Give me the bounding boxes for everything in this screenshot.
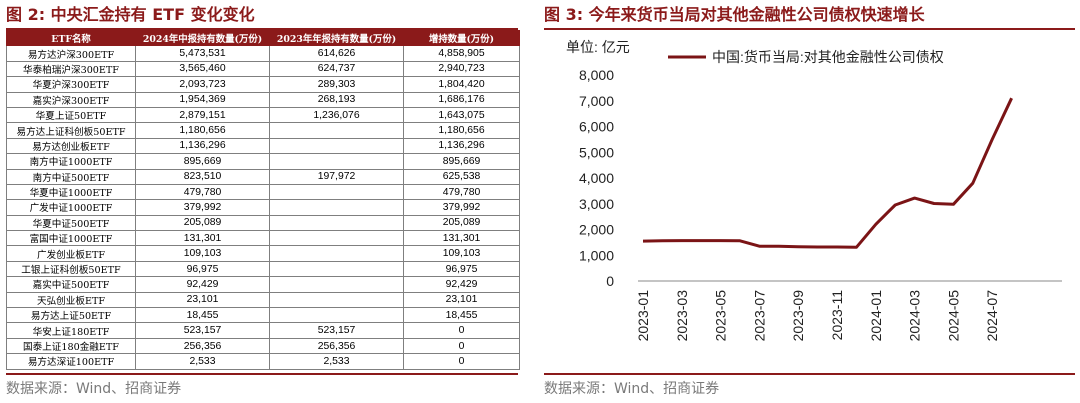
x-tick-label: 2023-09 bbox=[790, 290, 806, 342]
table-row: 华安上证180ETF 523,157 523,157 0 bbox=[6, 322, 520, 339]
left-source-note: 数据来源：Wind、招商证券 bbox=[6, 381, 182, 397]
right-source-note: 数据来源：Wind、招商证券 bbox=[544, 381, 720, 397]
y-axis: 0 1,000 2,000 3,000 4,000 5,000 6,000 7,000 8,00… bbox=[579, 67, 614, 289]
chart-unit-label: 单位: 亿元 bbox=[566, 39, 630, 55]
cell-2023-holdings: 289,303 bbox=[269, 76, 404, 93]
cell-increase: 0 bbox=[403, 322, 520, 339]
table-row: 嘉实沪深300ETF 1,954,369 268,193 1,686,176 bbox=[6, 91, 520, 108]
header-2024-holdings: 2024年中报持有数量(万份) bbox=[135, 29, 270, 47]
x-tick-label: 2023-07 bbox=[751, 290, 767, 342]
y-tick-label: 8,000 bbox=[579, 67, 614, 83]
cell-increase: 18,455 bbox=[403, 307, 520, 324]
table-row: 嘉实中证500ETF 92,429 92,429 bbox=[6, 276, 520, 293]
cell-increase: 23,101 bbox=[403, 291, 520, 309]
cell-2024-holdings: 256,356 bbox=[135, 337, 270, 355]
y-tick-label: 1,000 bbox=[579, 247, 614, 263]
left-figure-title: 图 2: 中央汇金持有 ETF 变化变化 bbox=[6, 5, 255, 24]
x-axis: 2023-01 2023-03 2023-05 2023-07 2023-09 2023-… bbox=[635, 290, 1000, 342]
cell-2024-holdings: 109,103 bbox=[135, 245, 270, 262]
y-tick-label: 5,000 bbox=[579, 144, 614, 160]
series-line-claims bbox=[642, 97, 1013, 249]
cell-2023-holdings: 2,533 bbox=[269, 353, 404, 370]
table-row: 天弘创业板ETF 23,101 23,101 bbox=[6, 291, 520, 309]
cell-etf-name: 易方达上证50ETF bbox=[6, 307, 136, 324]
table-header-row: ETF名称 2024年中报持有数量(万份) 2023年年报持有数量(万份) 增持… bbox=[6, 29, 520, 47]
table-row: 华泰柏瑞沪深300ETF 3,565,460 624,737 2,940,723 bbox=[6, 60, 520, 78]
y-tick-label: 7,000 bbox=[579, 93, 614, 109]
x-tick-label: 2023-03 bbox=[674, 290, 690, 342]
table-row: 易方达上证科创板50ETF 1,180,656 1,180,656 bbox=[6, 122, 520, 139]
cell-etf-name: 国泰上证180金融ETF bbox=[6, 337, 136, 355]
cell-increase: 1,686,176 bbox=[403, 91, 520, 108]
x-tick-label: 2023-01 bbox=[635, 290, 651, 342]
table-row: 国泰上证180金融ETF 256,356 256,356 0 bbox=[6, 337, 520, 355]
cell-etf-name: 嘉实中证500ETF bbox=[6, 276, 136, 293]
cell-etf-name: 华泰柏瑞沪深300ETF bbox=[6, 60, 136, 78]
right-bottom-rule bbox=[544, 373, 1075, 375]
header-increase: 增持数量(万份) bbox=[403, 29, 520, 47]
right-title-rule bbox=[544, 28, 1075, 30]
x-tick-label: 2024-05 bbox=[945, 290, 961, 342]
table-row: 南方中证1000ETF 895,669 895,669 bbox=[6, 153, 520, 170]
cell-increase: 0 bbox=[403, 337, 520, 355]
cell-increase: 1,643,075 bbox=[403, 106, 520, 124]
y-tick-label: 6,000 bbox=[579, 119, 614, 135]
table-row: 广发创业板ETF 109,103 109,103 bbox=[6, 245, 520, 262]
header-2023-holdings: 2023年年报持有数量(万份) bbox=[269, 29, 404, 47]
cell-increase: 2,940,723 bbox=[403, 60, 520, 78]
cell-2023-holdings: 1,236,076 bbox=[269, 106, 404, 124]
table-row: 华夏沪深300ETF 2,093,723 289,303 1,804,420 bbox=[6, 76, 520, 93]
x-tick-label: 2023-05 bbox=[713, 290, 729, 342]
cell-increase: 109,103 bbox=[403, 245, 520, 262]
x-tick-label: 2024-07 bbox=[984, 290, 1000, 342]
cell-etf-name: 嘉实沪深300ETF bbox=[6, 91, 136, 108]
x-tick-label: 2024-03 bbox=[907, 290, 923, 342]
cell-increase: 96,975 bbox=[403, 260, 520, 278]
x-tick-label: 2024-01 bbox=[868, 290, 884, 342]
cell-2023-holdings: 624,737 bbox=[269, 60, 404, 78]
y-tick-label: 2,000 bbox=[579, 222, 614, 238]
cell-increase: 0 bbox=[403, 353, 520, 370]
x-tick-label: 2023-11 bbox=[829, 290, 845, 341]
cell-increase: 1,804,420 bbox=[403, 76, 520, 93]
table-row: 易方达上证50ETF 18,455 18,455 bbox=[6, 307, 520, 324]
y-tick-label: 4,000 bbox=[579, 170, 614, 186]
cell-etf-name: 华安上证180ETF bbox=[6, 322, 136, 339]
cell-2024-holdings: 1,954,369 bbox=[135, 91, 270, 108]
table-row: 工银上证科创板50ETF 96,975 96,975 bbox=[6, 260, 520, 278]
cell-etf-name: 华夏上证50ETF bbox=[6, 106, 136, 124]
table-row: 易方达深证100ETF 2,533 2,533 0 bbox=[6, 353, 520, 370]
table-row: 华夏上证50ETF 2,879,151 1,236,076 1,643,075 bbox=[6, 106, 520, 124]
table-row: 易方达创业板ETF 1,136,296 1,136,296 bbox=[6, 137, 520, 155]
y-tick-label: 3,000 bbox=[579, 196, 614, 212]
table-body: 易方达沪深300ETF 5,473,531 614,626 4,858,905 华泰柏瑞… bbox=[6, 45, 520, 370]
etf-holdings-table: ETF名称 2024年中报持有数量(万份) 2023年年报持有数量(万份) 增持… bbox=[6, 29, 520, 370]
right-figure-title: 图 3: 今年来货币当局对其他金融性公司债权快速增长 bbox=[544, 5, 925, 24]
cell-2024-holdings: 92,429 bbox=[135, 276, 270, 293]
legend-label: 中国:货币当局:对其他金融性公司债权 bbox=[712, 49, 944, 65]
left-bottom-rule bbox=[6, 373, 518, 375]
y-tick-label: 0 bbox=[606, 273, 614, 289]
cell-increase: 92,429 bbox=[403, 276, 520, 293]
left-title-rule bbox=[6, 28, 518, 30]
